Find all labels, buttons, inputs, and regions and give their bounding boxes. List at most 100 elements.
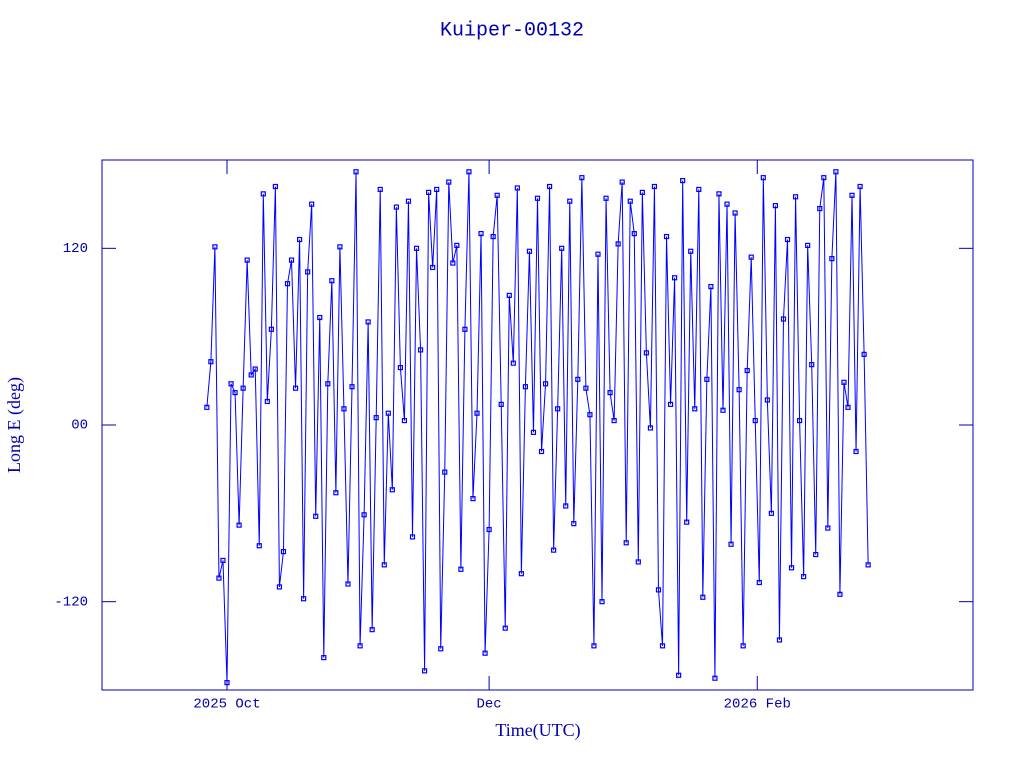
data-point — [345, 581, 351, 587]
data-point — [684, 519, 690, 525]
x-tick-label: Dec — [477, 697, 502, 713]
data-point — [659, 643, 666, 649]
data-point — [607, 390, 613, 396]
data-point — [716, 191, 722, 197]
data-point — [817, 205, 823, 212]
data-point — [692, 406, 698, 412]
data-point — [478, 231, 484, 237]
data-point — [667, 401, 674, 407]
data-point — [825, 525, 831, 531]
data-point — [768, 510, 774, 516]
x-tick-label: 2026 Feb — [724, 697, 791, 713]
data-point — [805, 242, 811, 248]
data-point — [764, 397, 770, 403]
data-point — [498, 401, 504, 407]
data-point — [542, 381, 549, 387]
data-point — [385, 410, 391, 416]
data-point — [776, 637, 783, 643]
data-point — [490, 233, 496, 240]
data-point — [672, 275, 678, 281]
data-point — [700, 594, 706, 600]
data-point — [788, 565, 795, 571]
data-point — [551, 547, 557, 553]
data-point — [442, 469, 448, 475]
data-point — [797, 417, 803, 424]
data-point — [631, 231, 637, 237]
data-point — [426, 189, 432, 195]
data-point — [361, 512, 367, 518]
data-point — [635, 559, 641, 565]
data-point — [704, 376, 710, 382]
data-point — [849, 192, 855, 198]
data-point — [599, 599, 605, 605]
data-point — [502, 625, 508, 631]
data-point — [288, 257, 295, 263]
data-point — [567, 198, 573, 204]
data-point — [438, 646, 444, 652]
plot-frame — [101, 159, 974, 691]
data-point — [462, 326, 468, 332]
data-point — [458, 566, 464, 572]
data-point — [611, 417, 617, 424]
data-point — [619, 179, 625, 185]
data-point — [522, 384, 529, 390]
data-point — [861, 351, 867, 357]
data-point — [317, 314, 323, 321]
data-point — [220, 557, 226, 564]
data-point — [393, 204, 399, 210]
series-line — [206, 171, 869, 683]
data-point — [821, 175, 827, 181]
data-point — [313, 513, 319, 519]
data-point — [401, 417, 408, 424]
data-point — [446, 179, 452, 185]
data-point — [837, 591, 843, 597]
data-point — [397, 364, 403, 371]
data-point — [865, 562, 871, 568]
data-point — [305, 269, 311, 275]
data-point — [357, 643, 363, 649]
data-point — [627, 198, 633, 204]
data-point — [756, 579, 762, 586]
data-point — [575, 376, 581, 382]
data-point — [829, 256, 835, 262]
data-point — [486, 526, 492, 533]
data-point — [623, 540, 629, 546]
data-point — [405, 198, 412, 204]
data-point — [801, 574, 807, 580]
y-tick-label: 00 — [71, 418, 88, 434]
data-point — [696, 186, 702, 193]
y-axis-label: Long E (deg) — [4, 377, 25, 473]
data-point — [341, 406, 347, 412]
data-point — [244, 257, 250, 263]
data-point — [724, 201, 730, 207]
data-point — [325, 381, 331, 387]
data-point — [841, 379, 847, 385]
data-point — [603, 195, 609, 201]
data-point — [228, 381, 234, 387]
data-point — [264, 398, 270, 405]
data-point — [450, 260, 456, 266]
data-point — [409, 534, 416, 540]
data-point — [284, 281, 291, 287]
data-point — [563, 503, 569, 509]
data-point — [333, 490, 339, 496]
data-point — [784, 236, 791, 243]
data-point — [482, 650, 488, 656]
data-point — [204, 404, 210, 410]
data-point — [744, 367, 750, 374]
data-point — [329, 278, 335, 284]
data-point — [663, 233, 670, 240]
data-point — [240, 385, 246, 391]
x-axis-label: Time(UTC) — [495, 720, 580, 741]
data-point — [780, 316, 787, 322]
data-point — [216, 575, 222, 581]
data-point — [321, 655, 327, 661]
y-tick-label: -120 — [54, 594, 88, 610]
data-point — [280, 549, 287, 555]
data-point — [534, 195, 541, 201]
data-point — [708, 284, 714, 290]
data-point — [381, 562, 387, 568]
data-point — [712, 675, 718, 681]
data-point — [212, 244, 218, 250]
